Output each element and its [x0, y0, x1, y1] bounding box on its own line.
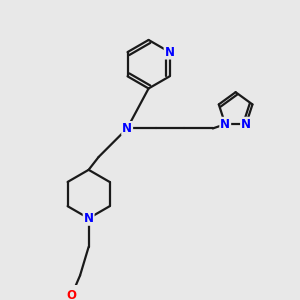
- Text: N: N: [84, 212, 94, 225]
- Text: N: N: [165, 46, 175, 59]
- Text: N: N: [241, 118, 251, 131]
- Text: O: O: [67, 289, 76, 300]
- Text: N: N: [220, 118, 230, 131]
- Text: N: N: [122, 122, 132, 135]
